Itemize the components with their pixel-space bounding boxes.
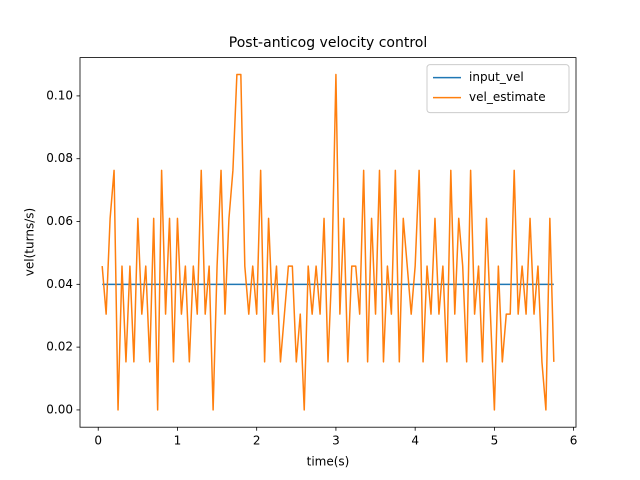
series-line xyxy=(101,73,555,411)
y-axis-label: vel(turns/s) xyxy=(23,208,37,276)
y-tick-label: 0.06 xyxy=(46,214,73,228)
x-tick-label: 2 xyxy=(253,434,261,448)
legend-box xyxy=(426,64,570,114)
plot-frame xyxy=(79,57,577,428)
x-tick-label: 0 xyxy=(94,434,102,448)
y-tick-label: 0.08 xyxy=(46,151,73,165)
x-axis-label: time(s) xyxy=(307,455,350,469)
y-tick-label: 0.10 xyxy=(46,88,73,102)
x-tick-label: 3 xyxy=(332,434,340,448)
legend-label: vel_estimate xyxy=(469,90,546,104)
legend-label: input_vel xyxy=(469,70,524,84)
y-tick-label: 0.02 xyxy=(46,340,73,354)
x-tick-label: 1 xyxy=(174,434,182,448)
y-tick-label: 0.04 xyxy=(46,277,73,291)
x-tick-label: 6 xyxy=(570,434,578,448)
y-tick-label: 0.00 xyxy=(46,402,73,416)
x-tick-label: 5 xyxy=(491,434,499,448)
x-tick-label: 4 xyxy=(411,434,419,448)
chart-title: Post-anticog velocity control xyxy=(229,35,427,51)
